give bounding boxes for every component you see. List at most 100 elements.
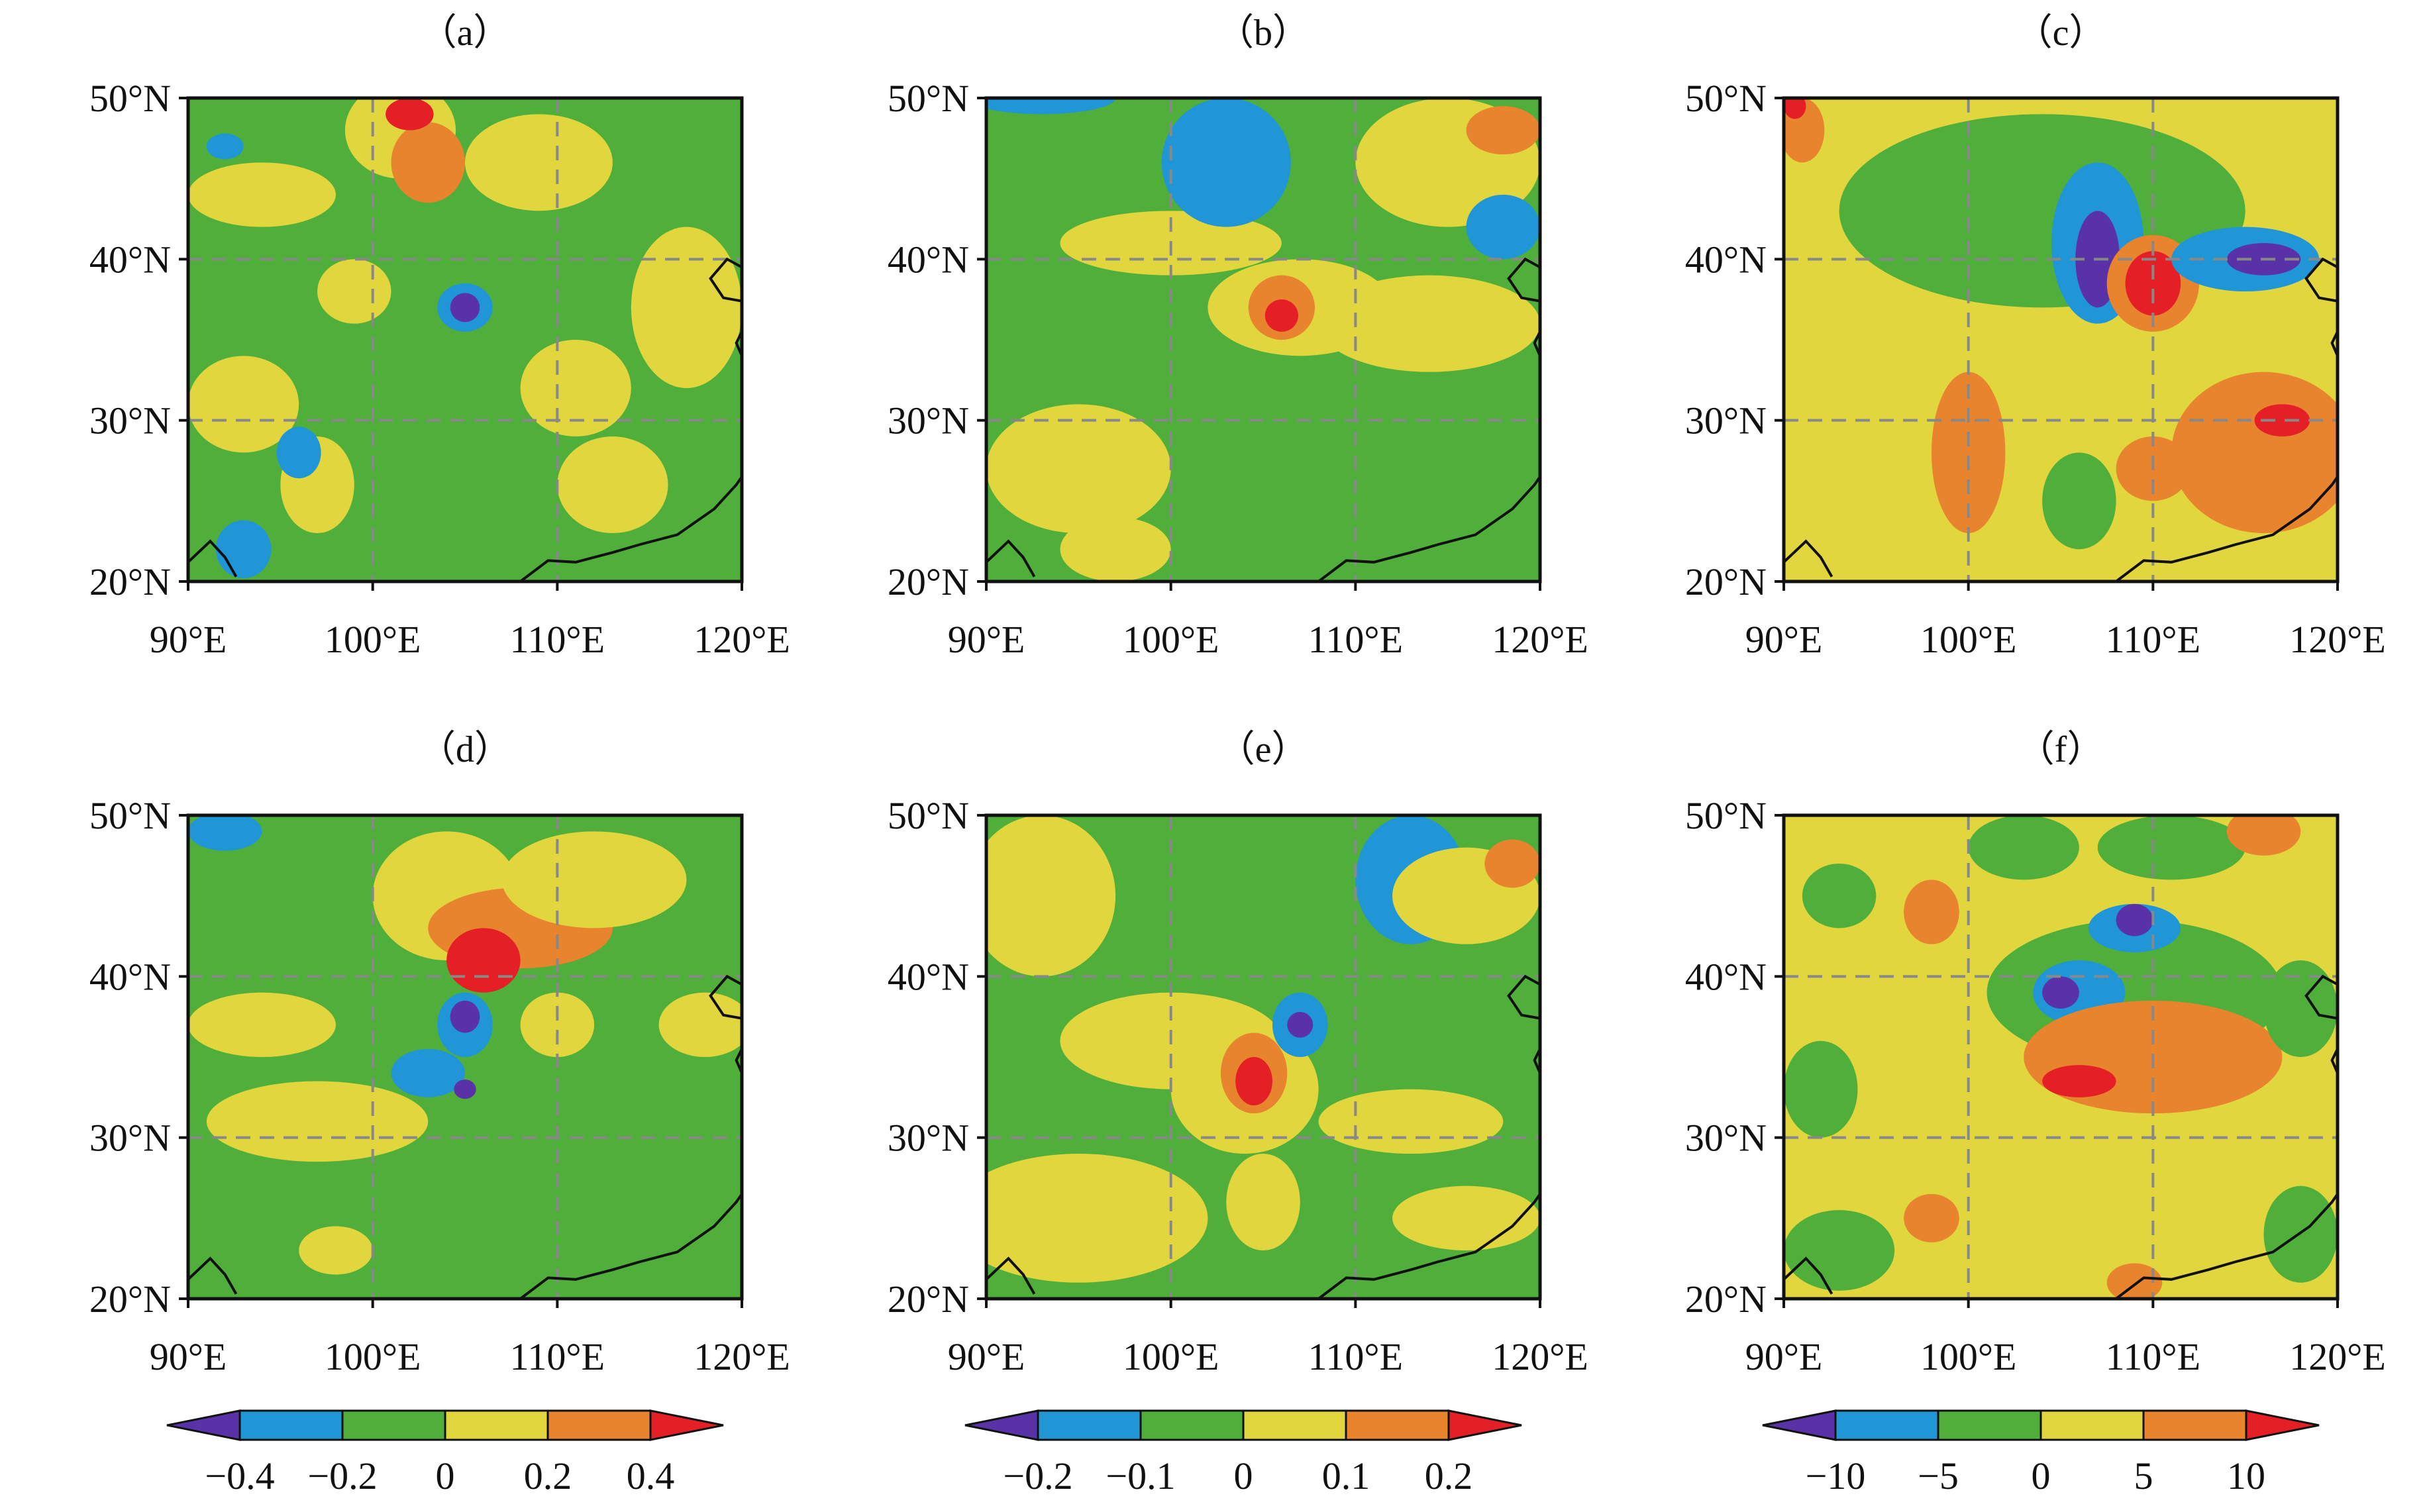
contour-region: [1226, 1154, 1300, 1250]
panel-title-e: （e）: [1218, 729, 1309, 770]
lon-label: 110°E: [1308, 1335, 1403, 1378]
contour-region: [658, 992, 742, 1057]
lat-label: 50°N: [1685, 794, 1767, 837]
contour-region: [2116, 903, 2153, 936]
coastline: [1784, 1256, 1833, 1295]
coastline: [709, 974, 742, 1020]
coastline: [2330, 330, 2338, 357]
coastline: [709, 257, 742, 303]
lat-label: 30°N: [89, 1117, 171, 1160]
contour-field-e: [986, 815, 1540, 1299]
colorbar-tick-label: 0: [1234, 1454, 1253, 1497]
map-panel-a: （a） 50°N 40°N 30°N 20°N 90°E 100°E 110°E 120°E: [89, 13, 790, 661]
lat-label: 20°N: [1685, 560, 1767, 603]
coastline: [2115, 1193, 2338, 1299]
contour-region: [465, 114, 613, 211]
lat-label: 20°N: [89, 560, 171, 603]
lon-label: 90°E: [948, 1335, 1025, 1378]
contour-region: [1060, 517, 1171, 581]
contour-region: [1235, 1057, 1272, 1105]
colorbar-segment: [649, 1409, 724, 1441]
map-frame: [186, 96, 744, 583]
panel-title-b: （b）: [1217, 13, 1310, 54]
contour-region: [1466, 106, 1540, 155]
colorbar-tick-label: −5: [1918, 1454, 1959, 1497]
colorbar-segment: [2039, 1409, 2145, 1441]
colorbar-segment: [964, 1409, 1039, 1441]
colorbar-segment: [1937, 1409, 2042, 1441]
contour-region: [520, 992, 595, 1058]
lon-label: 120°E: [694, 618, 790, 661]
contour-region: [986, 98, 1116, 115]
map-panel-d: （d） 50°N 40°N 30°N 20°N 90°E 100°E 110°E 120°E: [89, 729, 790, 1378]
lat-label: 40°N: [1685, 955, 1767, 998]
colorbar-segment: [166, 1409, 241, 1441]
lon-label: 120°E: [2289, 1335, 2386, 1378]
contour-region: [1904, 880, 1959, 944]
lon-label: 100°E: [1920, 1335, 2017, 1378]
panel-title-d: （d）: [419, 729, 511, 770]
coastline: [519, 1193, 742, 1299]
coastline: [1533, 330, 1540, 357]
coastline: [519, 476, 742, 581]
contour-region: [2042, 1065, 2116, 1097]
colorbar-segment: [341, 1409, 446, 1441]
contour-region: [454, 1080, 476, 1099]
lat-label: 40°N: [89, 238, 171, 281]
contour-region: [986, 815, 1116, 977]
lat-label: 50°N: [888, 794, 969, 837]
contour-region: [2226, 815, 2301, 856]
contour-region: [1287, 1011, 1314, 1038]
lat-label: 50°N: [1685, 77, 1767, 120]
contour-region: [2042, 452, 2116, 550]
lon-label: 110°E: [2106, 618, 2200, 661]
contour-region: [1264, 299, 1298, 332]
colorbar-tick-label: −0.2: [307, 1454, 377, 1497]
contour-region: [2263, 960, 2338, 1057]
lat-label: 20°N: [1685, 1278, 1767, 1321]
lon-label: 120°E: [2289, 618, 2386, 661]
colorbar-tick-label: 10: [2227, 1454, 2265, 1497]
lon-label: 100°E: [325, 618, 421, 661]
contour-region: [188, 356, 299, 453]
contour-region: [2097, 815, 2245, 880]
colorbar-tick-label: −0.4: [205, 1454, 274, 1497]
map-frame: [1782, 813, 2340, 1301]
contour-region: [450, 293, 480, 323]
contour-region: [1484, 839, 1540, 888]
contour-region: [631, 227, 742, 388]
contour-region: [188, 992, 336, 1058]
lon-label: 120°E: [1492, 1335, 1588, 1378]
panel-title-f: （f）: [2018, 729, 2104, 770]
contour-region: [2171, 372, 2338, 533]
coastline: [986, 539, 1036, 578]
coastline: [735, 330, 742, 357]
lat-label: 20°N: [888, 1278, 969, 1321]
map-frame: [1782, 96, 2340, 583]
panel-title-c: （c）: [2016, 13, 2106, 54]
lon-label: 100°E: [1123, 1335, 1219, 1378]
contour-region: [1802, 864, 1877, 929]
coastline: [2304, 974, 2338, 1020]
contour-region: [188, 815, 262, 851]
colorbar-tick-label: 0.4: [627, 1454, 675, 1497]
contour-region: [1784, 1040, 1858, 1138]
colorbar-tick-label: −0.2: [1003, 1454, 1072, 1497]
contour-region: [1466, 195, 1540, 260]
colorbar-segment: [2245, 1409, 2320, 1441]
contour-region: [299, 1226, 373, 1275]
contour-region: [391, 1048, 465, 1097]
lon-label: 90°E: [1745, 1335, 1823, 1378]
colorbar-segment: [1447, 1409, 1522, 1441]
contour-region: [386, 98, 434, 130]
map-panel-b: （b） 50°N 40°N 30°N 20°N 90°E 100°E 110°E 120°E: [888, 13, 1588, 661]
coastline: [1784, 539, 1833, 578]
contour-field-d: [188, 815, 742, 1299]
colorbar-2: −0.2 −0.1 0 0.1 0.2: [964, 1409, 1522, 1497]
contour-region: [215, 520, 272, 579]
coastline: [2330, 1048, 2338, 1074]
contour-region: [2042, 976, 2079, 1009]
contour-region: [317, 259, 391, 324]
contour-region: [986, 404, 1171, 534]
